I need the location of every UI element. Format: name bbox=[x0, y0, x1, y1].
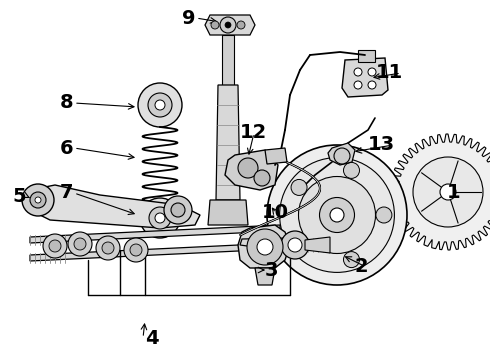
Circle shape bbox=[220, 17, 236, 33]
Circle shape bbox=[291, 235, 307, 251]
Circle shape bbox=[155, 100, 165, 110]
Circle shape bbox=[247, 229, 283, 265]
Circle shape bbox=[298, 176, 375, 253]
Circle shape bbox=[330, 208, 344, 222]
Circle shape bbox=[288, 238, 302, 252]
Polygon shape bbox=[225, 150, 278, 190]
Polygon shape bbox=[358, 50, 375, 62]
Circle shape bbox=[354, 68, 362, 76]
Text: 5: 5 bbox=[12, 186, 25, 206]
Circle shape bbox=[334, 148, 350, 164]
Circle shape bbox=[130, 244, 142, 256]
Circle shape bbox=[440, 184, 456, 200]
Circle shape bbox=[343, 162, 360, 179]
Polygon shape bbox=[265, 148, 287, 164]
Circle shape bbox=[354, 81, 362, 89]
Circle shape bbox=[413, 157, 483, 227]
Circle shape bbox=[343, 252, 360, 267]
Polygon shape bbox=[240, 238, 298, 252]
Circle shape bbox=[237, 21, 245, 29]
Circle shape bbox=[257, 239, 273, 255]
Circle shape bbox=[368, 81, 376, 89]
Circle shape bbox=[281, 231, 309, 259]
Text: 8: 8 bbox=[60, 94, 74, 112]
Circle shape bbox=[35, 197, 41, 203]
Text: 9: 9 bbox=[182, 9, 196, 27]
Polygon shape bbox=[30, 243, 280, 261]
Polygon shape bbox=[305, 237, 330, 253]
Circle shape bbox=[211, 21, 219, 29]
Text: 7: 7 bbox=[60, 184, 74, 202]
Circle shape bbox=[140, 198, 180, 238]
Text: 12: 12 bbox=[240, 123, 267, 143]
Polygon shape bbox=[342, 58, 388, 97]
Circle shape bbox=[96, 236, 120, 260]
Polygon shape bbox=[208, 200, 248, 225]
Circle shape bbox=[164, 196, 192, 224]
Circle shape bbox=[149, 207, 171, 229]
Circle shape bbox=[43, 234, 67, 258]
Polygon shape bbox=[30, 185, 200, 228]
Circle shape bbox=[49, 240, 61, 252]
Circle shape bbox=[68, 232, 92, 256]
Circle shape bbox=[291, 179, 307, 195]
Circle shape bbox=[267, 145, 407, 285]
Circle shape bbox=[171, 203, 185, 217]
Polygon shape bbox=[30, 225, 280, 243]
Circle shape bbox=[148, 93, 172, 117]
Circle shape bbox=[74, 238, 86, 250]
Circle shape bbox=[225, 22, 231, 28]
Circle shape bbox=[376, 207, 392, 223]
Polygon shape bbox=[328, 143, 355, 165]
Polygon shape bbox=[238, 225, 290, 268]
Circle shape bbox=[102, 242, 114, 254]
Circle shape bbox=[124, 238, 148, 262]
Text: 13: 13 bbox=[368, 135, 395, 154]
Text: 4: 4 bbox=[145, 328, 159, 347]
Polygon shape bbox=[255, 268, 275, 285]
Circle shape bbox=[368, 68, 376, 76]
Polygon shape bbox=[390, 134, 490, 250]
Text: 2: 2 bbox=[354, 257, 368, 276]
Circle shape bbox=[254, 170, 270, 186]
Circle shape bbox=[155, 213, 165, 223]
Circle shape bbox=[238, 158, 258, 178]
Polygon shape bbox=[222, 35, 234, 85]
Text: 10: 10 bbox=[262, 203, 289, 222]
Text: 6: 6 bbox=[60, 139, 74, 158]
Text: 11: 11 bbox=[376, 63, 403, 82]
Circle shape bbox=[30, 192, 46, 208]
Text: 1: 1 bbox=[446, 183, 460, 202]
Circle shape bbox=[280, 158, 394, 273]
Circle shape bbox=[138, 83, 182, 127]
Text: 3: 3 bbox=[265, 261, 278, 279]
Circle shape bbox=[22, 184, 54, 216]
Circle shape bbox=[319, 198, 354, 233]
Polygon shape bbox=[216, 85, 240, 200]
Polygon shape bbox=[205, 15, 255, 35]
